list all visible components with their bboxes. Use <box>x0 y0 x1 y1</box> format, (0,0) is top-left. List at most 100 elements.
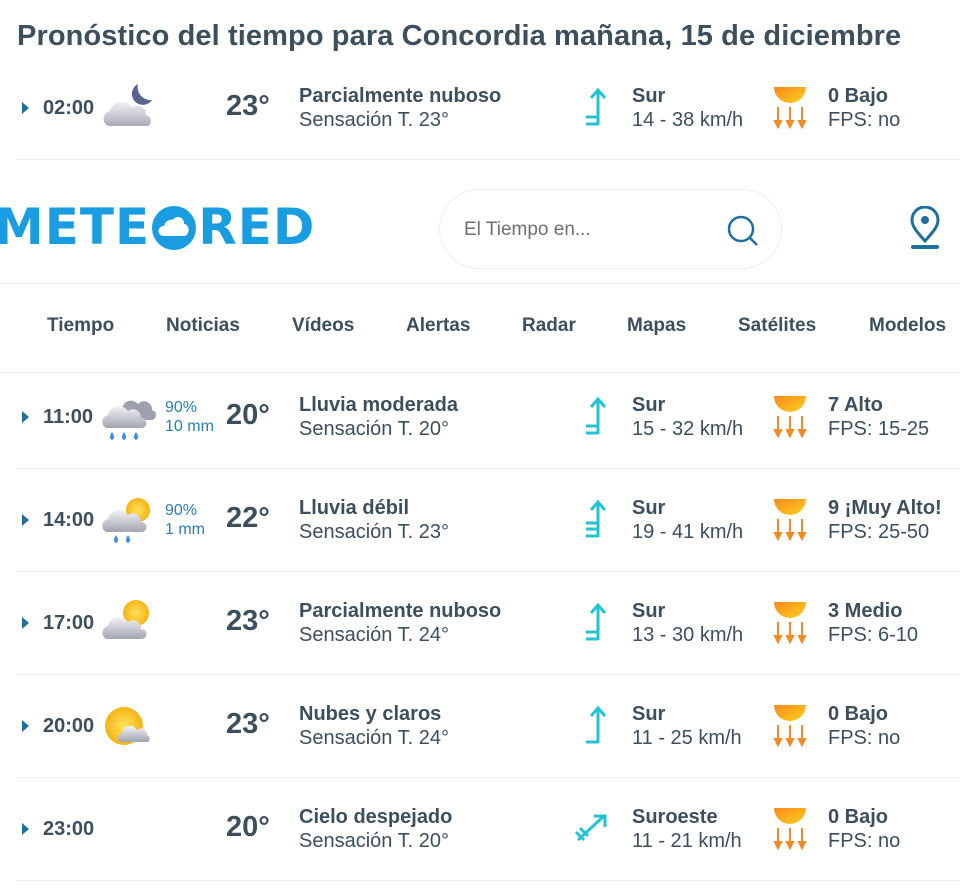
condition: Cielo despejado <box>299 806 453 828</box>
uv-sun-icon <box>773 602 807 644</box>
temperature: 20° <box>226 811 270 843</box>
forecast-row[interactable]: 14:00 90% 1 mm 22° Lluvia débil Sensació… <box>16 469 960 572</box>
nav-tiempo[interactable]: Tiempo <box>47 315 115 336</box>
condition: Lluvia moderada <box>299 394 458 416</box>
feels-like: Sensación T. 24° <box>299 727 449 749</box>
fps-value: FPS: 15-25 <box>828 418 930 440</box>
expand-caret-icon[interactable] <box>22 411 29 423</box>
temperature: 23° <box>226 708 270 740</box>
feels-like: Sensación T. 23° <box>299 109 449 131</box>
fps-value: FPS: no <box>828 830 901 852</box>
uv-index: 0 Bajo <box>828 806 889 828</box>
uv-sun-icon <box>773 808 807 850</box>
condition: Nubes y claros <box>299 703 442 725</box>
nav-alertas[interactable]: Alertas <box>406 315 471 336</box>
nav-videos[interactable]: Vídeos <box>292 315 355 336</box>
uv-index: 7 Alto <box>828 394 883 416</box>
main-nav: Tiempo Noticias Vídeos Alertas Radar Map… <box>0 285 960 373</box>
precip-probability: 90% <box>165 399 198 416</box>
search-icon[interactable] <box>726 214 760 248</box>
uv-index: 9 ¡Muy Alto! <box>828 497 942 519</box>
location-pin-icon[interactable] <box>908 206 942 250</box>
fps-value: FPS: 6-10 <box>828 624 919 646</box>
expand-caret-icon[interactable] <box>22 617 29 629</box>
logo-text-right: RED <box>198 198 316 256</box>
forecast-time: 14:00 <box>43 509 95 531</box>
expand-caret-icon[interactable] <box>22 102 29 114</box>
uv-index: 0 Bajo <box>828 85 889 107</box>
partly-cloudy-night-icon <box>103 84 152 126</box>
wind-direction: Sur <box>632 703 666 725</box>
nav-satelites[interactable]: Satélites <box>738 315 817 336</box>
wind-arrow-north-icon <box>586 705 607 744</box>
feels-like: Sensación T. 20° <box>299 830 449 852</box>
meteored-logo[interactable]: METE RED <box>0 202 315 252</box>
uv-sun-icon <box>773 87 807 129</box>
uv-index: 3 Medio <box>828 600 903 622</box>
wind-speed: 14 - 38 km/h <box>632 109 744 131</box>
wind-speed: 19 - 41 km/h <box>632 521 744 543</box>
clear-night-moon-icon <box>110 808 148 854</box>
wind-arrow-northeast-icon <box>574 814 607 842</box>
wind-direction: Suroeste <box>632 806 718 828</box>
forecast-row[interactable]: 20:00 23° Nubes y claros Sensación T. 24… <box>16 675 960 778</box>
uv-sun-icon <box>773 705 807 747</box>
search-input[interactable] <box>464 214 714 246</box>
search-box[interactable] <box>439 189 782 269</box>
wind-direction: Sur <box>632 497 666 519</box>
uv-sun-icon <box>773 396 807 438</box>
wind-arrow-north-icon <box>586 87 607 126</box>
fps-value: FPS: no <box>828 727 901 749</box>
wind-arrow-north-icon <box>586 602 607 641</box>
forecast-time: 17:00 <box>43 612 95 634</box>
nav-noticias[interactable]: Noticias <box>166 315 240 336</box>
site-header: METE RED <box>0 160 960 284</box>
condition: Parcialmente nuboso <box>299 85 502 107</box>
forecast-row[interactable]: 11:00 90% 10 mm 20° Lluvia moderada Sens… <box>16 366 960 469</box>
forecast-row[interactable]: 17:00 23° Parcialmente nuboso Sensación … <box>16 572 960 675</box>
feels-like: Sensación T. 20° <box>299 418 449 440</box>
moderate-rain-icon <box>102 400 156 440</box>
wind-speed: 11 - 21 km/h <box>632 830 742 852</box>
precip-probability: 90% <box>165 502 198 519</box>
wind-speed: 11 - 25 km/h <box>632 727 742 749</box>
expand-caret-icon[interactable] <box>22 823 29 835</box>
forecast-time: 20:00 <box>43 715 95 737</box>
temperature: 20° <box>226 399 270 431</box>
precip-amount: 1 mm <box>165 521 205 538</box>
forecast-row[interactable]: 23:00 20° Cielo despejado Sensación T. 2… <box>16 778 960 881</box>
nav-modelos[interactable]: Modelos <box>869 315 947 336</box>
partly-cloudy-day-icon <box>102 600 149 639</box>
logo-text-left: METE <box>0 198 151 256</box>
forecast-time: 11:00 <box>43 406 94 428</box>
temperature: 23° <box>226 90 270 122</box>
logo-cloud-icon <box>152 206 197 250</box>
expand-caret-icon[interactable] <box>22 514 29 526</box>
forecast-time: 02:00 <box>43 97 95 119</box>
forecast-time: 23:00 <box>43 818 95 840</box>
expand-caret-icon[interactable] <box>22 720 29 732</box>
condition: Lluvia débil <box>299 497 410 519</box>
feels-like: Sensación T. 23° <box>299 521 449 543</box>
wind-direction: Sur <box>632 85 666 107</box>
wind-arrow-north-icon <box>586 499 607 538</box>
wind-speed: 13 - 30 km/h <box>632 624 744 646</box>
fps-value: FPS: 25-50 <box>828 521 930 543</box>
nav-mapas[interactable]: Mapas <box>627 315 687 336</box>
fps-value: FPS: no <box>828 109 901 131</box>
uv-sun-icon <box>773 499 807 541</box>
page-title: Pronóstico del tiempo para Concordia mañ… <box>17 20 902 52</box>
wind-direction: Sur <box>632 600 666 622</box>
forecast-row[interactable]: 02:00 23° Parcialmente nuboso Sensación … <box>16 57 960 160</box>
condition: Parcialmente nuboso <box>299 600 502 622</box>
wind-arrow-north-icon <box>586 396 607 435</box>
sun-behind-cloud-icon <box>105 707 150 745</box>
nav-radar[interactable]: Radar <box>522 315 576 336</box>
wind-direction: Sur <box>632 394 666 416</box>
feels-like: Sensación T. 24° <box>299 624 449 646</box>
light-rain-sun-icon <box>102 498 150 543</box>
temperature: 23° <box>226 605 270 637</box>
wind-speed: 15 - 32 km/h <box>632 418 744 440</box>
precip-amount: 10 mm <box>165 418 214 435</box>
uv-index: 0 Bajo <box>828 703 889 725</box>
